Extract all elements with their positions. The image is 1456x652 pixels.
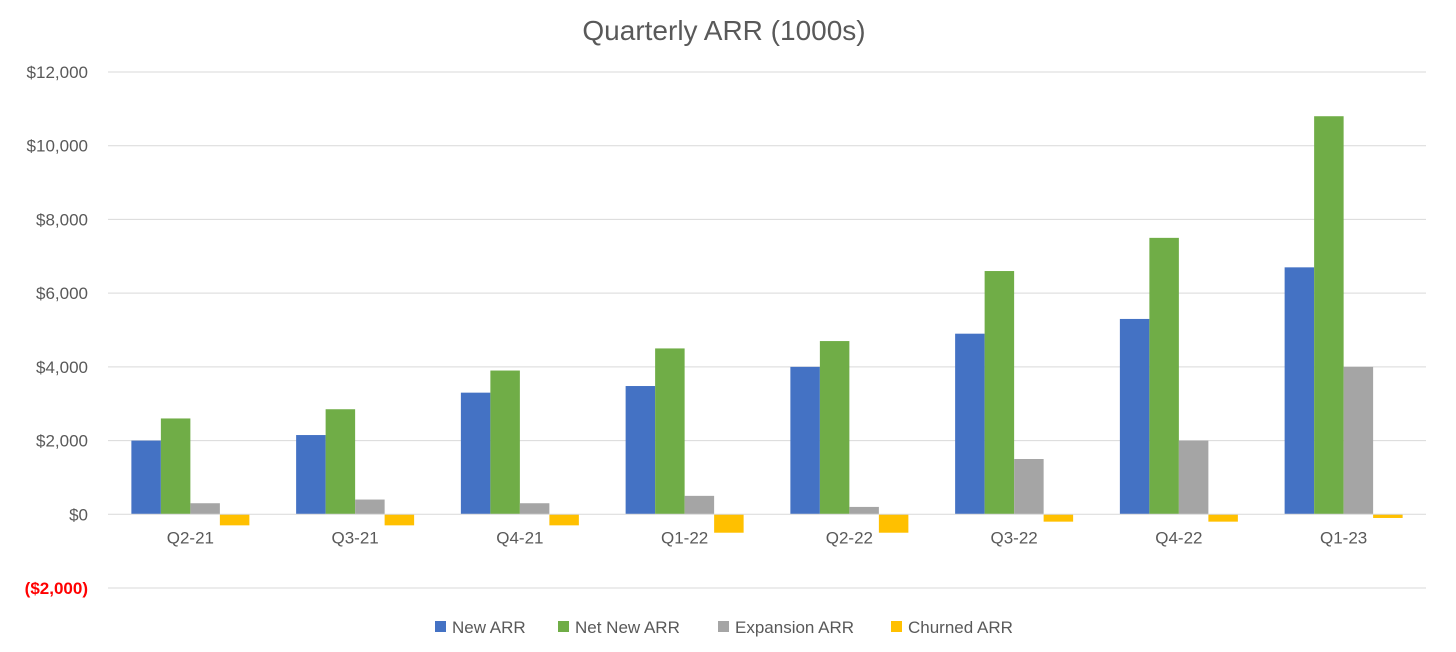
legend-label: Expansion ARR: [735, 618, 854, 637]
bar-new-arr-q3-21: [296, 435, 326, 515]
bar-new-arr-q1-23: [1284, 267, 1315, 515]
bar-churned-arr-q3-22: [1043, 514, 1074, 522]
y-tick-label: ($2,000): [25, 579, 88, 598]
bar-churned-arr-q1-23: [1373, 514, 1403, 518]
legend-swatch: [435, 621, 446, 632]
bar-new-arr-q4-21: [460, 392, 491, 515]
bar-net-new-arr-q1-22: [655, 348, 685, 515]
bar-expansion-arr-q2-22: [849, 506, 879, 515]
bar-churned-arr-q4-21: [549, 514, 579, 526]
bar-expansion-arr-q4-21: [519, 503, 550, 515]
x-tick-label: Q1-22: [661, 528, 708, 547]
bar-expansion-arr-q4-22: [1178, 440, 1209, 515]
legend: New ARR Net New ARR Expansion ARR Churned A…: [435, 618, 1013, 637]
bar-expansion-arr-q1-22: [684, 495, 715, 515]
bar-expansion-arr-q3-21: [355, 499, 385, 515]
x-tick-label: Q2-22: [826, 528, 873, 547]
y-tick-label: $10,000: [27, 137, 88, 156]
legend-swatch: [558, 621, 569, 632]
bar-expansion-arr-q2-21: [190, 503, 220, 515]
y-tick-label: $12,000: [27, 63, 88, 82]
y-tick-label: $2,000: [36, 432, 88, 451]
bar-churned-arr-q3-21: [384, 514, 415, 526]
x-tick-label: Q4-22: [1155, 528, 1202, 547]
y-tick-label: $6,000: [36, 284, 88, 303]
bar-new-arr-q3-22: [955, 333, 985, 515]
bar-net-new-arr-q2-21: [160, 418, 191, 515]
bar-new-arr-q1-22: [625, 386, 656, 515]
bar-expansion-arr-q1-23: [1343, 366, 1374, 515]
bar-expansion-arr-q3-22: [1014, 459, 1044, 515]
bar-churned-arr-q2-21: [219, 514, 250, 526]
bar-new-arr-q4-22: [1119, 318, 1150, 515]
x-axis-tick-labels: Q2-21 Q3-21 Q4-21 Q1-22 Q2-22 Q3-22 Q4-22 Q1-23: [167, 528, 1368, 547]
y-axis-tick-labels: $12,000 $10,000 $8,000 $6,000 $4,000 $2,000 $0…: [25, 63, 88, 598]
y-tick-label: $0: [69, 505, 88, 524]
chart-title: Quarterly ARR (1000s): [582, 15, 865, 46]
bar-new-arr-q2-22: [790, 366, 820, 515]
bar-net-new-arr-q3-21: [325, 409, 356, 515]
bar-net-new-arr-q4-21: [490, 370, 520, 515]
x-tick-label: Q3-21: [332, 528, 379, 547]
legend-label: New ARR: [452, 618, 526, 637]
y-tick-label: $8,000: [36, 210, 88, 229]
bar-net-new-arr-q1-23: [1314, 116, 1344, 515]
x-tick-label: Q2-21: [167, 528, 214, 547]
y-tick-label: $4,000: [36, 358, 88, 377]
legend-swatch: [718, 621, 729, 632]
legend-label: Net New ARR: [575, 618, 680, 637]
bar-churned-arr-q2-22: [878, 514, 909, 533]
x-tick-label: Q4-21: [496, 528, 543, 547]
bar-net-new-arr-q4-22: [1149, 237, 1179, 515]
bar-net-new-arr-q3-22: [984, 271, 1015, 515]
legend-swatch: [891, 621, 902, 632]
bar-net-new-arr-q2-22: [819, 341, 850, 515]
bars: [131, 116, 1403, 533]
legend-label: Churned ARR: [908, 618, 1013, 637]
x-tick-label: Q3-22: [991, 528, 1038, 547]
bar-churned-arr-q1-22: [714, 514, 744, 533]
bar-new-arr-q2-21: [131, 440, 161, 515]
x-tick-label: Q1-23: [1320, 528, 1367, 547]
bar-churned-arr-q4-22: [1208, 514, 1238, 522]
